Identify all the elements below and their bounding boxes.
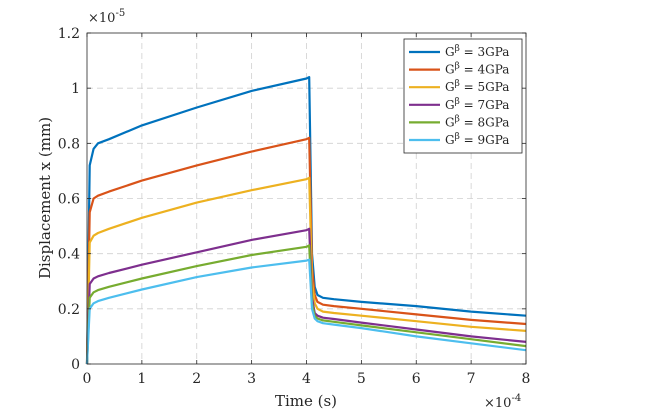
legend-entry-label: Gβ = 3GPa (445, 44, 509, 59)
y-exponent-base: ×10 (88, 11, 115, 26)
legend-label-base: G (445, 63, 455, 77)
series-layer (85, 76, 527, 365)
series-line-9gpa (85, 258, 527, 365)
x-exponent-base: ×10 (484, 396, 511, 411)
legend-label-value: = 4GPa (460, 63, 510, 77)
x-exponent-power: -4 (511, 393, 521, 404)
x-tick-label: 4 (302, 371, 311, 387)
legend-label-value: = 5GPa (460, 80, 510, 94)
x-tick-label: 2 (192, 371, 201, 387)
y-exponent-power: -5 (115, 8, 125, 19)
y-tick-label: 0 (71, 357, 80, 373)
legend-label-base: G (445, 98, 455, 112)
series-line-7gpa (85, 227, 527, 365)
legend-label-superscript: β (455, 114, 460, 124)
x-tick-label: 6 (412, 371, 421, 387)
legend-label-base: G (445, 45, 455, 59)
tick-layer: 0 1 2 3 4 5 6 7 8 0 0.2 0.4 0.6 0.8 1 1.2 (58, 26, 531, 387)
legend-label-superscript: β (455, 97, 460, 107)
series-line-5gpa (85, 176, 527, 365)
x-tick-label: 5 (357, 371, 366, 387)
legend-label-base: G (445, 80, 455, 94)
legend-label-base: G (445, 115, 455, 129)
y-tick-label: 1 (71, 81, 80, 97)
y-tick-label: 1.2 (58, 26, 80, 42)
legend-label-value: = 8GPa (460, 115, 510, 129)
x-axis-title: Time (s) (275, 392, 337, 410)
legend-label-value: = 9GPa (460, 133, 510, 147)
y-tick-label: 0.8 (58, 136, 80, 152)
y-tick-label: 0.6 (58, 192, 80, 208)
legend-label-value: = 7GPa (460, 98, 510, 112)
legend-label-superscript: β (455, 132, 460, 142)
legend-entry-label: Gβ = 9GPa (445, 132, 509, 147)
legend-entry-label: Gβ = 4GPa (445, 62, 509, 77)
series-line-3gpa (85, 76, 527, 365)
legend-entry-label: Gβ = 8GPa (445, 114, 509, 129)
y-exponent: ×10-5 (88, 8, 125, 26)
legend-label-base: G (445, 133, 455, 147)
legend-label-value: = 3GPa (460, 45, 510, 59)
legend-box (403, 38, 523, 154)
legend-entry-label: Gβ = 5GPa (445, 79, 509, 94)
legend-label-superscript: β (455, 62, 460, 72)
x-tick-label: 7 (467, 371, 476, 387)
series-line-8gpa (85, 244, 527, 365)
series-line-4gpa (85, 136, 527, 365)
legend-label-superscript: β (455, 79, 460, 89)
x-tick-label: 1 (137, 371, 146, 387)
x-tick-label: 0 (83, 371, 92, 387)
x-exponent: ×10-4 (484, 393, 521, 411)
legend-entry-label: Gβ = 7GPa (445, 97, 509, 112)
y-axis-title: Displacement x (mm) (36, 117, 54, 279)
x-tick-label: 3 (247, 371, 256, 387)
y-tick-label: 0.4 (58, 247, 80, 263)
x-tick-label: 8 (522, 371, 531, 387)
y-tick-label: 0.2 (58, 302, 80, 318)
legend-label-superscript: β (455, 44, 460, 54)
label-layer: Time (s) Displacement x (mm) ×10-5 ×10-4 (36, 8, 521, 411)
